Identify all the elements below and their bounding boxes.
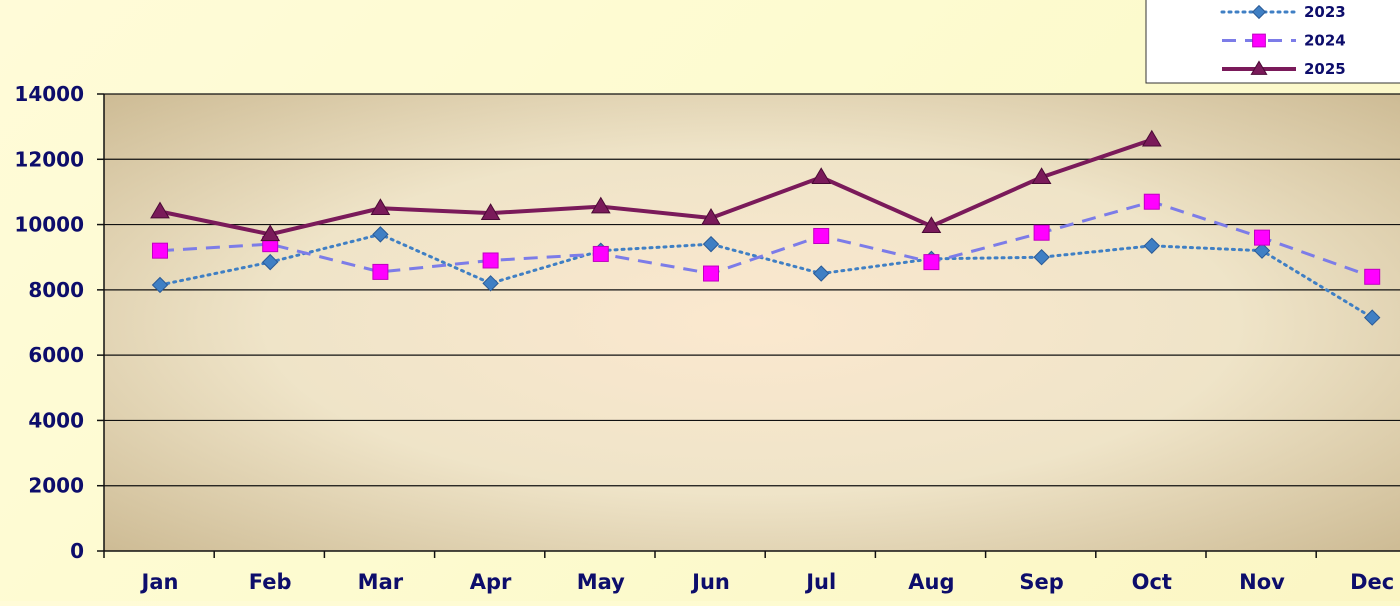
- data-point: [1254, 229, 1270, 246]
- y-tick-label: 8000: [28, 278, 84, 302]
- x-tick-label: Aug: [908, 570, 954, 594]
- data-point: [152, 242, 168, 259]
- x-tick-label: Sep: [1019, 570, 1063, 594]
- data-point: [1033, 249, 1050, 266]
- legend-swatch-marker: [1252, 33, 1266, 48]
- data-point: [1253, 242, 1271, 259]
- axes: 0 2000 4000 6000 8000 10000 12000 14000 Jan Feb Ma…: [14, 82, 1400, 594]
- legend-label: 2023: [1304, 3, 1346, 21]
- y-tick-label: 10000: [14, 213, 84, 237]
- y-tick-label: 12000: [14, 147, 84, 171]
- legend-swatch-marker: [1251, 4, 1267, 20]
- y-tick-label: 14000: [14, 82, 84, 106]
- data-point: [703, 265, 719, 282]
- data-point: [923, 254, 940, 271]
- data-point: [1363, 309, 1381, 326]
- legend-swatch-marker: [1250, 60, 1268, 75]
- series-2025: [150, 129, 1162, 242]
- x-tick-label: Jul: [804, 570, 836, 594]
- data-point: [701, 208, 721, 225]
- legend-label: 2024: [1304, 32, 1346, 50]
- data-point: [150, 201, 170, 219]
- data-point: [812, 265, 830, 282]
- data-point: [921, 216, 942, 234]
- series-line: [159, 137, 1153, 237]
- x-tick-label: May: [577, 570, 625, 594]
- data-point: [1143, 193, 1160, 210]
- y-tick-label: 2000: [28, 474, 84, 498]
- data-point: [702, 235, 720, 253]
- data-point: [372, 226, 389, 243]
- data-point: [1364, 268, 1381, 285]
- x-tick-label: Dec: [1350, 570, 1394, 594]
- data-point: [590, 196, 611, 214]
- series-group: [150, 129, 1381, 326]
- data-point: [1031, 167, 1052, 185]
- data-point: [480, 203, 501, 220]
- data-point: [151, 276, 169, 294]
- legend-item: 2024: [1222, 32, 1346, 50]
- data-point: [260, 224, 281, 242]
- x-tick-label: Mar: [358, 570, 404, 594]
- x-tick-label: Nov: [1239, 570, 1285, 594]
- legend-label: 2025: [1304, 60, 1346, 78]
- data-point: [1143, 237, 1161, 254]
- data-point: [372, 263, 389, 280]
- data-point: [811, 167, 832, 185]
- data-point: [1033, 224, 1050, 241]
- legend-item: 2023: [1220, 3, 1346, 21]
- plot-area: [104, 94, 1400, 551]
- data-point: [261, 253, 279, 271]
- x-tick-label: Feb: [249, 570, 292, 594]
- data-point: [370, 198, 391, 216]
- y-tick-label: 4000: [28, 408, 84, 432]
- series-line: [158, 232, 1374, 320]
- x-tick-label: Jun: [690, 570, 730, 594]
- x-tick-label: Oct: [1132, 570, 1172, 594]
- legend: 2023 2024 2025: [1145, 0, 1400, 84]
- x-tick-label: Jan: [140, 570, 179, 594]
- y-tick-label: 0: [70, 539, 84, 563]
- data-point: [1141, 129, 1162, 147]
- y-tick-label: 6000: [28, 343, 84, 367]
- data-point: [482, 275, 499, 292]
- data-point: [592, 245, 609, 262]
- data-point: [813, 227, 830, 244]
- data-point: [482, 252, 499, 269]
- series-2023: [151, 226, 1381, 326]
- legend-item: 2025: [1222, 60, 1346, 78]
- x-tick-label: Apr: [470, 570, 512, 594]
